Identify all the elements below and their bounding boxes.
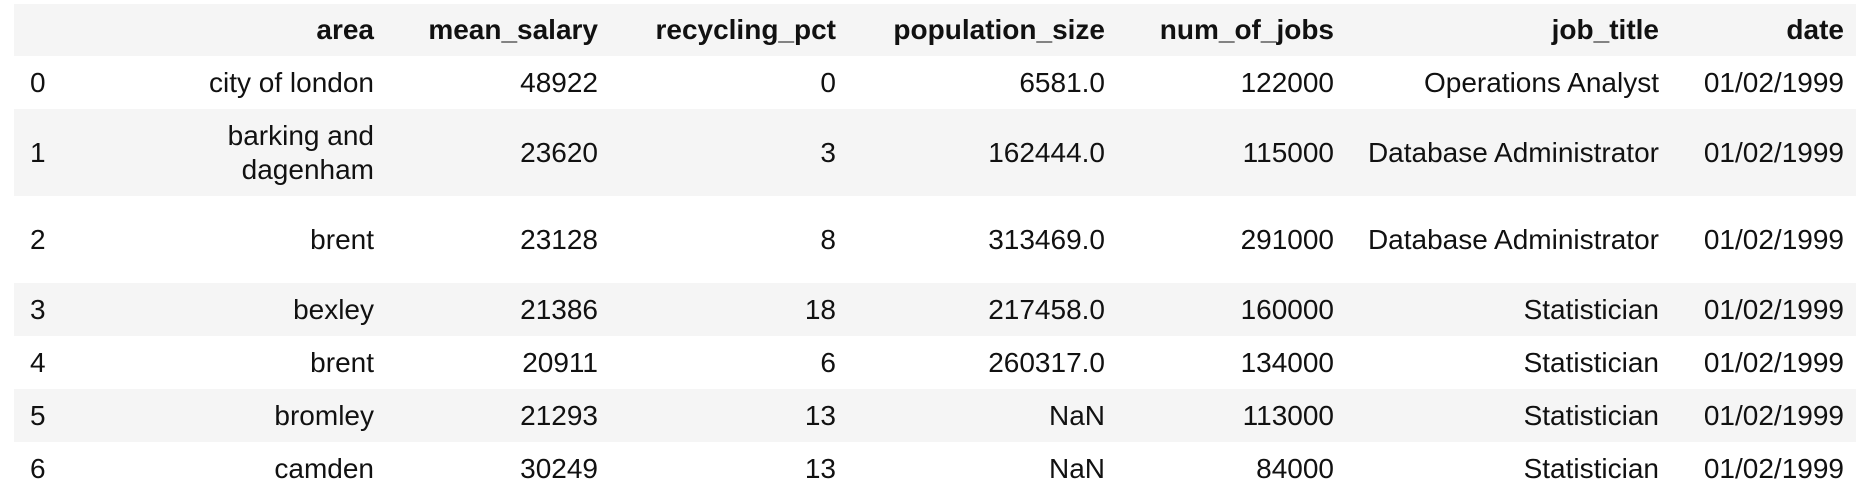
cell-population-size: 217458.0 [988, 293, 1105, 325]
cell-mean-salary: 23620 [520, 136, 598, 168]
cell-job-title: Database Administrator [1367, 136, 1659, 168]
cell-area: brent [310, 223, 374, 255]
cell-mean-salary: 30249 [520, 452, 598, 484]
cell-population-size: 162444.0 [988, 136, 1105, 168]
cell-job-title: Statistician [1523, 399, 1659, 431]
cell-area: camden [274, 452, 374, 484]
row-index: 6 [30, 452, 46, 484]
column-header-job-title: job_title [1551, 14, 1659, 45]
dataframe-table: area mean_salary recycling_pct populatio… [14, 4, 1856, 495]
row-index: 3 [30, 293, 46, 325]
table-row: 4 brent 20911 6 260317.0 134000 Statisti… [14, 336, 1856, 389]
column-header-population-size: population_size [893, 14, 1105, 45]
cell-date: 01/02/1999 [1703, 452, 1844, 484]
cell-job-title: Statistician [1523, 452, 1659, 484]
cell-num-of-jobs: 115000 [1242, 136, 1334, 168]
cell-date: 01/02/1999 [1703, 293, 1844, 325]
row-index: 2 [30, 223, 46, 255]
cell-mean-salary: 48922 [520, 66, 598, 98]
cell-population-size: NaN [1048, 399, 1105, 431]
table-row: 0 city of london 48922 0 6581.0 122000 O… [14, 56, 1856, 109]
cell-recycling-pct: 18 [804, 293, 836, 325]
cell-date: 01/02/1999 [1703, 346, 1844, 378]
cell-date: 01/02/1999 [1703, 223, 1844, 255]
cell-job-title: Statistician [1523, 346, 1659, 378]
cell-mean-salary: 21386 [520, 293, 598, 325]
cell-recycling-pct: 0 [820, 66, 836, 98]
cell-area: city of london [209, 66, 374, 98]
table-row: 3 bexley 21386 18 217458.0 160000 Statis… [14, 283, 1856, 336]
cell-area: barking and dagenham [227, 119, 374, 185]
cell-population-size: 260317.0 [988, 346, 1105, 378]
cell-population-size: 6581.0 [1019, 66, 1105, 98]
cell-num-of-jobs: 84000 [1256, 452, 1334, 484]
column-header-date: date [1786, 14, 1844, 45]
header-row: area mean_salary recycling_pct populatio… [14, 4, 1856, 56]
cell-recycling-pct: 3 [820, 136, 836, 168]
table-row: 1 barking and dagenham 23620 3 162444.0 … [14, 109, 1856, 196]
cell-num-of-jobs: 291000 [1240, 223, 1334, 255]
cell-num-of-jobs: 160000 [1240, 293, 1334, 325]
column-header-num-of-jobs: num_of_jobs [1159, 14, 1334, 45]
cell-recycling-pct: 6 [820, 346, 836, 378]
row-index: 4 [30, 346, 46, 378]
column-header-recycling-pct: recycling_pct [655, 14, 836, 45]
cell-num-of-jobs: 134000 [1240, 346, 1334, 378]
table-row: 2 brent 23128 8 313469.0 291000 Database… [14, 196, 1856, 283]
cell-area: bexley [293, 293, 374, 325]
cell-date: 01/02/1999 [1703, 136, 1844, 168]
dataframe-output: area mean_salary recycling_pct populatio… [14, 4, 1856, 495]
column-header-area: area [316, 14, 374, 45]
index-header [14, 4, 106, 56]
row-index: 1 [30, 136, 46, 168]
cell-area: bromley [274, 399, 374, 431]
cell-area: brent [310, 346, 374, 378]
cell-job-title: Statistician [1523, 293, 1659, 325]
cell-job-title: Database Administrator [1367, 223, 1659, 255]
row-index: 5 [30, 399, 46, 431]
cell-population-size: 313469.0 [988, 223, 1105, 255]
cell-mean-salary: 21293 [520, 399, 598, 431]
cell-recycling-pct: 13 [804, 399, 836, 431]
cell-date: 01/02/1999 [1703, 399, 1844, 431]
cell-date: 01/02/1999 [1703, 66, 1844, 98]
cell-population-size: NaN [1048, 452, 1105, 484]
row-index: 0 [30, 66, 46, 98]
table-row: 5 bromley 21293 13 NaN 113000 Statistici… [14, 389, 1856, 442]
column-header-mean-salary: mean_salary [428, 14, 598, 45]
cell-num-of-jobs: 113000 [1242, 399, 1334, 431]
cell-mean-salary: 23128 [520, 223, 598, 255]
cell-recycling-pct: 8 [820, 223, 836, 255]
cell-num-of-jobs: 122000 [1240, 66, 1334, 98]
cell-mean-salary: 20911 [522, 346, 598, 378]
cell-recycling-pct: 13 [804, 452, 836, 484]
table-row: 6 camden 30249 13 NaN 84000 Statistician… [14, 442, 1856, 495]
cell-job-title: Operations Analyst [1423, 66, 1659, 98]
